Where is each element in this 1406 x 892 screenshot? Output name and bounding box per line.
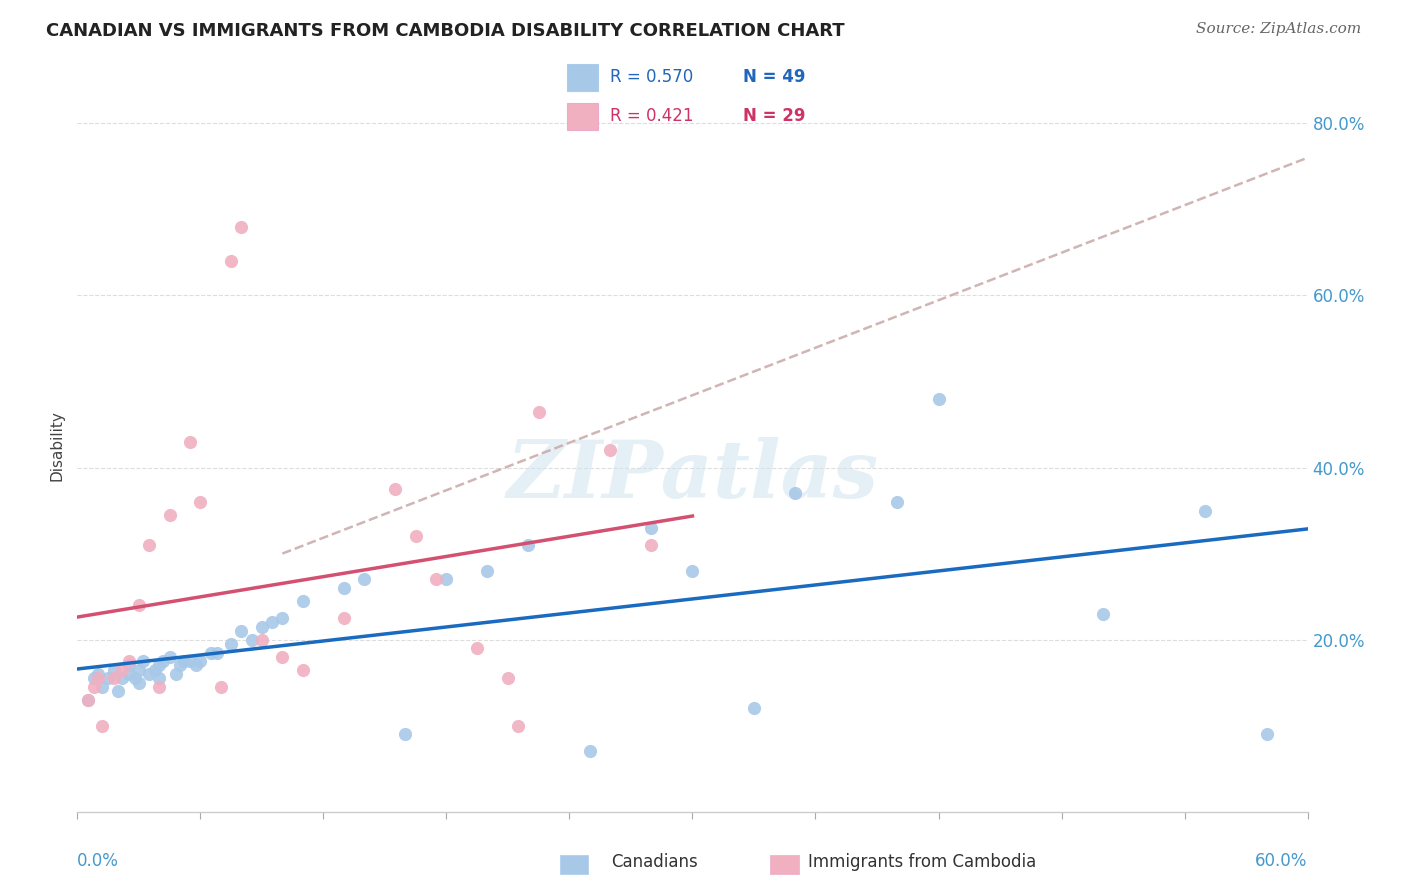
Point — [128, 598, 150, 612]
Point — [148, 671, 170, 685]
Point — [132, 654, 155, 668]
Point — [682, 564, 704, 578]
Point — [1091, 607, 1114, 621]
Point — [291, 663, 314, 677]
Point — [496, 671, 519, 685]
Point — [173, 654, 195, 668]
Point — [103, 671, 125, 685]
Point — [117, 654, 139, 668]
Point — [353, 573, 375, 587]
Point — [97, 671, 120, 685]
Point — [152, 654, 174, 668]
Point — [231, 219, 253, 234]
Point — [599, 443, 621, 458]
Point — [219, 254, 242, 268]
Text: Source: ZipAtlas.com: Source: ZipAtlas.com — [1195, 22, 1361, 37]
Point — [508, 719, 530, 733]
Point — [179, 654, 201, 668]
FancyBboxPatch shape — [568, 103, 598, 130]
Point — [465, 641, 488, 656]
Point — [87, 667, 110, 681]
Point — [103, 663, 125, 677]
Text: ZIPatlas: ZIPatlas — [506, 436, 879, 514]
Point — [111, 671, 134, 685]
Point — [640, 521, 662, 535]
Text: Canadians: Canadians — [612, 853, 699, 871]
Point — [186, 658, 208, 673]
Point — [76, 693, 98, 707]
Point — [111, 663, 134, 677]
Point — [425, 573, 447, 587]
Point — [148, 680, 170, 694]
Point — [231, 624, 253, 638]
Y-axis label: Disability: Disability — [49, 410, 65, 482]
Point — [128, 675, 150, 690]
Point — [477, 564, 499, 578]
Point — [117, 658, 139, 673]
Text: N = 49: N = 49 — [742, 69, 806, 87]
Point — [333, 581, 356, 595]
Point — [159, 649, 181, 664]
Point — [640, 538, 662, 552]
Point — [87, 671, 110, 685]
Point — [219, 637, 242, 651]
Point — [250, 632, 273, 647]
Point — [579, 744, 602, 758]
Point — [76, 693, 98, 707]
Point — [188, 654, 212, 668]
Point — [262, 615, 284, 630]
Point — [928, 392, 950, 406]
Point — [169, 658, 191, 673]
Point — [1256, 727, 1278, 741]
Text: Immigrants from Cambodia: Immigrants from Cambodia — [808, 853, 1036, 871]
Point — [83, 671, 105, 685]
Point — [117, 667, 139, 681]
Point — [527, 404, 550, 418]
Point — [143, 663, 166, 677]
Point — [200, 646, 222, 660]
Point — [90, 719, 114, 733]
Point — [250, 620, 273, 634]
Point — [394, 727, 416, 741]
Point — [405, 529, 427, 543]
Point — [205, 646, 228, 660]
Point — [138, 538, 160, 552]
Point — [83, 680, 105, 694]
Text: CANADIAN VS IMMIGRANTS FROM CAMBODIA DISABILITY CORRELATION CHART: CANADIAN VS IMMIGRANTS FROM CAMBODIA DIS… — [46, 22, 845, 40]
FancyBboxPatch shape — [568, 63, 598, 91]
Point — [271, 611, 294, 625]
Point — [159, 508, 181, 522]
Point — [165, 667, 187, 681]
Text: R = 0.570: R = 0.570 — [610, 69, 693, 87]
Point — [384, 482, 406, 496]
Text: 60.0%: 60.0% — [1256, 852, 1308, 870]
Point — [291, 594, 314, 608]
Point — [742, 701, 765, 715]
Text: 0.0%: 0.0% — [77, 852, 120, 870]
Point — [90, 680, 114, 694]
Point — [271, 649, 294, 664]
Point — [783, 486, 806, 500]
Point — [436, 573, 458, 587]
Point — [179, 434, 201, 449]
Point — [128, 663, 150, 677]
Point — [1194, 503, 1216, 517]
Point — [148, 658, 170, 673]
Point — [188, 495, 212, 509]
Point — [124, 671, 146, 685]
Point — [107, 684, 129, 698]
Point — [333, 611, 356, 625]
Point — [209, 680, 232, 694]
Point — [886, 495, 908, 509]
Point — [138, 667, 160, 681]
Point — [240, 632, 263, 647]
Text: R = 0.421: R = 0.421 — [610, 107, 693, 125]
Point — [517, 538, 540, 552]
Text: N = 29: N = 29 — [742, 107, 806, 125]
